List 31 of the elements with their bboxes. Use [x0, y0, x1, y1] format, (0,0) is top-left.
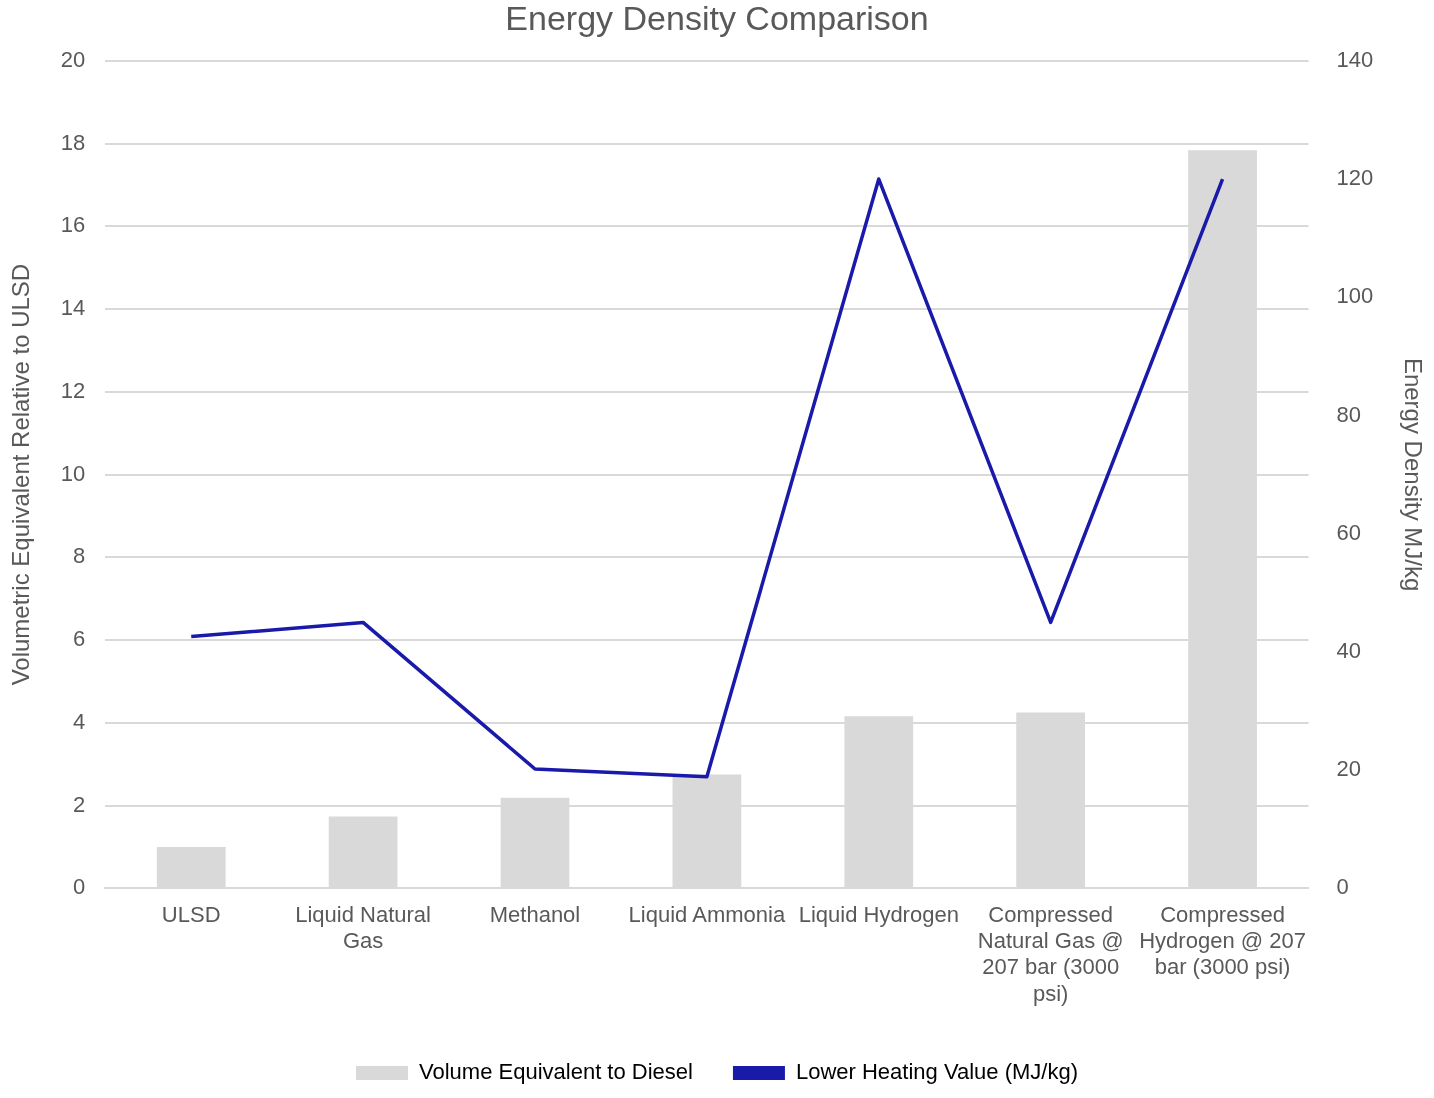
- x-tick-label: Liquid Hydrogen: [798, 901, 959, 927]
- x-tick-label: Methanol: [489, 901, 581, 927]
- y2-tick-label: 100: [1336, 283, 1374, 309]
- y-tick-label: 2: [73, 791, 86, 817]
- y-tick-label: 6: [73, 626, 86, 652]
- y2-axis-title: Energy Density MJ/kg: [1399, 357, 1427, 592]
- legend-label: Lower Heating Value (MJ/kg): [795, 1059, 1078, 1085]
- legend-label: Volume Equivalent to Diesel: [419, 1059, 693, 1085]
- y-tick-label: 14: [60, 295, 86, 321]
- y2-tick-label: 80: [1336, 401, 1361, 427]
- x-tick-label: ULSD: [161, 901, 221, 927]
- x-tick-label: Compressed Natural Gas @ 207 bar (3000 psi): [977, 901, 1124, 1006]
- y-tick-label: 0: [73, 874, 86, 900]
- y2-tick-label: 0: [1336, 874, 1349, 900]
- y-tick-label: 4: [73, 708, 86, 734]
- y2-tick-label: 20: [1336, 756, 1361, 782]
- y-axis-title: Volumetric Equivalent Relative to ULSD: [7, 263, 35, 686]
- y-tick-label: 18: [60, 129, 86, 155]
- x-tick-label: Liquid Natural Gas: [295, 901, 431, 954]
- chart-title: Energy Density Comparison: [505, 0, 929, 37]
- y-tick-label: 20: [60, 46, 86, 72]
- y2-tick-label: 120: [1336, 165, 1374, 191]
- x-tick-label: Liquid Ammonia: [628, 901, 786, 927]
- y-tick-label: 10: [60, 460, 86, 486]
- y2-tick-label: 60: [1336, 519, 1361, 545]
- y-tick-label: 16: [60, 212, 86, 238]
- y-tick-label: 8: [73, 543, 86, 569]
- x-tick-label: Compressed Hydrogen @ 207 bar (3000 psi): [1139, 901, 1306, 980]
- y2-tick-label: 140: [1336, 46, 1374, 72]
- y-tick-label: 12: [60, 377, 86, 403]
- y2-tick-label: 40: [1336, 638, 1361, 664]
